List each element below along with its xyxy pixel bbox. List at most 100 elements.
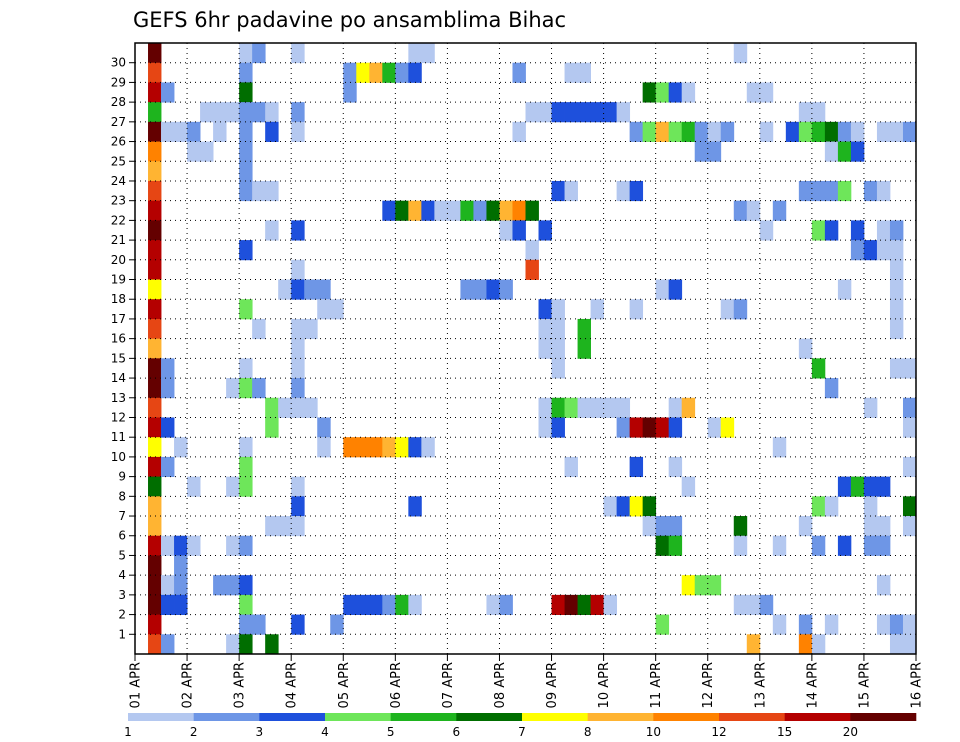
heatmap-cell [694,575,709,596]
heatmap-cell [577,338,591,359]
heatmap-cell [824,496,839,517]
y-tick-label: 23 [111,194,126,208]
heatmap-cell [148,161,162,182]
x-tick-label: 14 APR [805,662,820,708]
heatmap-cell [603,397,618,418]
heatmap-cell [564,102,578,123]
heatmap-cell [837,476,852,497]
heatmap-cell [655,82,670,103]
heatmap-cell [499,220,513,241]
heatmap-cell [629,180,644,202]
heatmap-cell [291,378,305,399]
heatmap-cell [616,180,631,202]
heatmap-cell [213,121,227,142]
heatmap-cell [863,516,878,537]
heatmap-cell [876,121,891,142]
heatmap-cell [148,397,162,418]
heatmap-cell [239,594,253,615]
heatmap-cell [213,102,227,123]
heatmap-cell [161,634,175,655]
heatmap-cell [187,476,201,497]
y-tick-label: 13 [111,391,126,405]
heatmap-cell [642,496,657,517]
heatmap-cell [707,417,722,438]
heatmap-cell [733,516,748,537]
heatmap-cell [148,121,162,142]
heatmap-cell [733,594,748,615]
heatmap-cell [369,594,383,615]
heatmap-cell [668,535,683,556]
heatmap-cell [499,200,513,221]
heatmap-cell [538,338,552,359]
heatmap-cell [720,121,735,142]
heatmap-cell [499,279,513,300]
heatmap-cell [603,594,618,615]
heatmap-cell [551,299,565,320]
heatmap-cell [278,279,292,300]
heatmap-cell [889,634,904,655]
heatmap-cell [369,437,383,458]
heatmap-cell [759,121,774,142]
heatmap-cell [291,279,305,300]
heatmap-cell [317,437,331,458]
y-axis-ticks: 1234567891011121314151617181920212223242… [111,56,135,641]
heatmap-cell [148,634,162,655]
y-tick-label: 30 [111,56,126,70]
heatmap-cell [317,417,331,438]
heatmap-cell [746,82,761,103]
heatmap-cell [226,575,240,596]
heatmap-cell [525,200,539,221]
heatmap-cell [538,299,552,320]
heatmap-cell [629,496,644,517]
y-tick-label: 7 [118,509,126,523]
heatmap-cell [733,43,748,64]
heatmap-cell [889,358,904,379]
heatmap-cell [811,535,826,556]
heatmap-cell [538,417,552,438]
heatmap-cell [824,378,839,399]
heatmap-cell [525,102,539,123]
heatmap-cell [824,180,839,202]
heatmap-cell [239,240,253,261]
heatmap-cell [746,634,761,655]
heatmap-cell [850,220,865,241]
heatmap-cell [811,496,826,517]
colorbar-label: 7 [518,725,526,739]
heatmap-cell [590,397,604,418]
heatmap-cell [213,575,227,596]
plot-frame [134,42,917,655]
heatmap-cell [226,535,240,556]
heatmap-cell [265,397,279,418]
heatmap-cell [395,594,409,615]
heatmap-cell [772,535,787,556]
heatmap-cell [876,516,891,537]
heatmap-cell [811,634,826,655]
heatmap-cell [278,516,292,537]
heatmap-cell [239,575,253,596]
heatmap-cell [187,535,201,556]
heatmap-cell [668,417,683,438]
heatmap-cell [642,417,657,438]
y-tick-label: 16 [111,332,126,346]
colorbar-label: 3 [256,725,264,739]
heatmap-cell [382,594,396,615]
heatmap-cell [902,496,917,517]
heatmap-cell [694,121,709,142]
heatmap-cell [876,535,891,556]
heatmap-cell [655,417,670,438]
colorbar-segment [522,713,588,721]
heatmap-cell [148,575,162,596]
heatmap-cell [252,180,266,202]
x-tick-label: 11 APR [649,662,664,708]
heatmap-cell [824,141,839,162]
heatmap-cell [161,121,175,142]
y-tick-label: 12 [111,410,126,424]
heatmap-cell [707,121,722,142]
heatmap-cell [317,299,331,320]
heatmap-cell [148,200,162,221]
colorbar-segment [719,713,785,721]
heatmap-cell [161,456,175,478]
heatmap-cell [148,358,162,379]
heatmap-cell [330,299,344,320]
heatmap-cell [551,318,565,340]
